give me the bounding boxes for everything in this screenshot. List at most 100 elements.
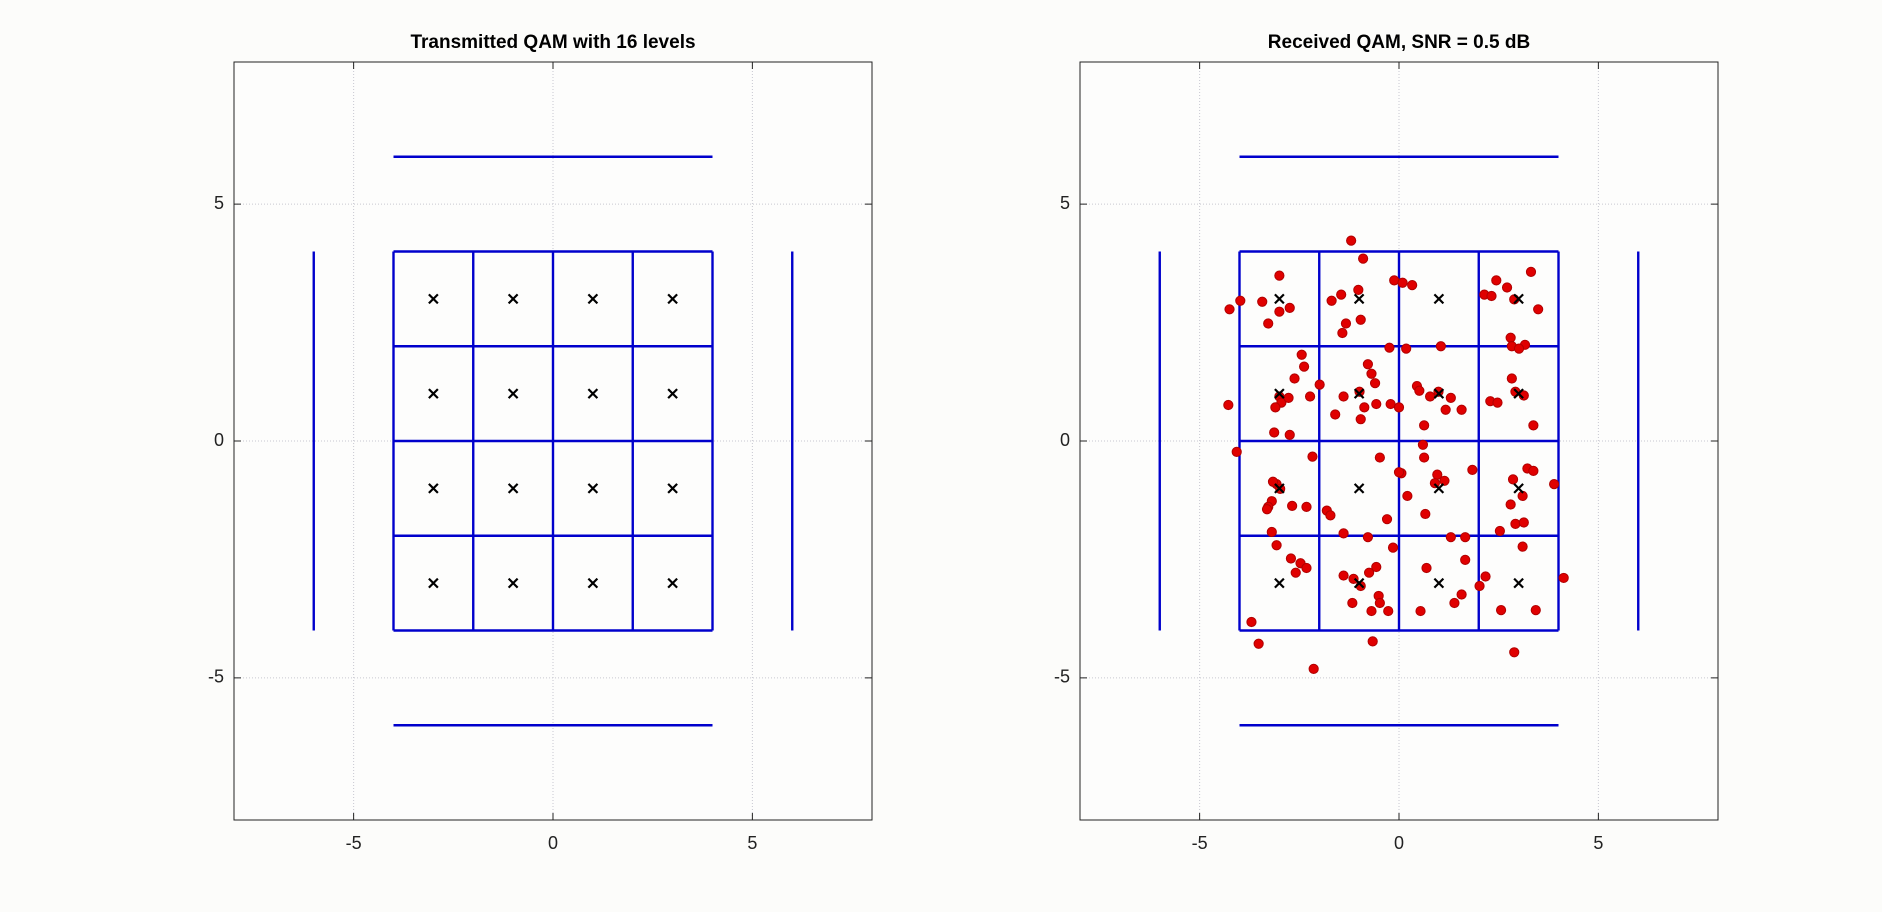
y-tick-label: 0: [214, 430, 224, 450]
constellation-point: [1274, 483, 1285, 494]
constellation-point: [667, 388, 678, 399]
received-point: [1266, 526, 1277, 538]
received-point: [1246, 616, 1257, 628]
received-point: [1338, 528, 1349, 539]
received-point: [1528, 465, 1539, 476]
received-point: [1435, 341, 1446, 352]
constellation-point: [1513, 293, 1524, 305]
received-point: [1353, 284, 1364, 295]
received-point: [1494, 525, 1505, 537]
received-point: [1338, 391, 1349, 402]
chart-title: Received QAM, SNR = 0.5 dB: [1268, 32, 1530, 53]
received-point: [1363, 567, 1375, 578]
constellation-point: [587, 388, 599, 399]
received-point: [1223, 399, 1234, 411]
received-point: [1528, 420, 1539, 431]
received-point: [1474, 580, 1485, 592]
y-tick-label: -5: [1054, 667, 1070, 687]
received-point: [1495, 605, 1507, 616]
received-point: [1326, 295, 1337, 306]
constellation-point: [507, 293, 519, 305]
constellation-point: [587, 483, 599, 494]
received-point: [1355, 314, 1366, 325]
received-point: [1366, 368, 1377, 379]
received-point: [1274, 306, 1285, 317]
received-point: [1369, 378, 1381, 389]
constellation-point: [1513, 577, 1524, 589]
received-point: [1263, 318, 1274, 329]
constellation-point: [428, 293, 439, 305]
received-point: [1296, 349, 1307, 360]
received-point: [1283, 392, 1294, 403]
constellation-point: [587, 577, 599, 589]
received-point: [1440, 404, 1451, 415]
received-point: [1253, 638, 1264, 649]
received-point: [1549, 479, 1560, 490]
received-point: [1314, 379, 1325, 390]
received-point: [1439, 475, 1450, 486]
constellation-point: [1274, 388, 1285, 399]
received-point: [1287, 500, 1298, 512]
received-point: [1445, 532, 1456, 543]
received-point: [1415, 605, 1426, 617]
received-point: [1389, 275, 1400, 286]
received-point: [1257, 296, 1268, 307]
received-point: [1460, 554, 1471, 566]
received-point: [1530, 605, 1541, 616]
received-point: [1274, 270, 1285, 281]
received-point: [1456, 404, 1467, 415]
received-point: [1307, 451, 1318, 462]
received-point: [1284, 429, 1295, 440]
received-point: [1371, 561, 1382, 573]
received-point: [1261, 504, 1273, 515]
constellation-point: [1353, 293, 1365, 305]
received-point: [1425, 391, 1436, 402]
constellation-point: [428, 483, 439, 494]
x-tick-label: 0: [1394, 833, 1404, 853]
received-point: [1402, 490, 1413, 502]
constellation-point: [667, 577, 678, 589]
received-point: [1449, 597, 1460, 609]
received-point: [1366, 605, 1377, 617]
constellation-point: [1433, 388, 1445, 399]
received-point: [1506, 373, 1517, 384]
axes-box: [1079, 61, 1719, 821]
received-point: [1358, 253, 1369, 264]
received-point: [1362, 532, 1373, 543]
x-tick-label: 0: [548, 833, 558, 853]
received-point: [1518, 517, 1529, 528]
constellation-point: [1274, 577, 1285, 589]
x-tick-label: 5: [747, 833, 757, 853]
constellation-point: [1513, 388, 1524, 399]
received-point: [1507, 474, 1519, 485]
received-point: [1558, 572, 1569, 584]
received-point: [1407, 280, 1418, 291]
constellation-point: [507, 388, 519, 399]
received-point: [1301, 562, 1312, 574]
constellation-point: [1353, 388, 1365, 399]
received-point: [1419, 452, 1430, 463]
constellation-point: [1433, 293, 1445, 305]
received-point: [1513, 343, 1525, 354]
received-point: [1337, 327, 1348, 339]
y-tick-label: 5: [214, 193, 224, 213]
constellation-point: [667, 293, 678, 305]
received-point: [1308, 663, 1319, 674]
received-point: [1330, 409, 1341, 420]
received-point: [1270, 402, 1281, 413]
received-point: [1231, 446, 1242, 457]
constellation-point: [1353, 483, 1365, 494]
subplot: -5 0 5 -5 0 5 Received QAM, SNR = 0.5 dB: [1054, 32, 1719, 853]
y-tick-label: 5: [1060, 193, 1070, 213]
received-point: [1505, 499, 1516, 510]
received-point: [1355, 414, 1366, 425]
received-point: [1505, 332, 1516, 343]
received-point: [1371, 398, 1382, 410]
received-point: [1460, 532, 1471, 543]
received-point: [1509, 647, 1520, 658]
received-point: [1385, 398, 1396, 410]
constellation-point: [1433, 577, 1445, 589]
received-point: [1374, 452, 1385, 463]
subplot: -5 0 5 -5 0 5 Transmitted QAM with 16 levels: [208, 32, 873, 853]
